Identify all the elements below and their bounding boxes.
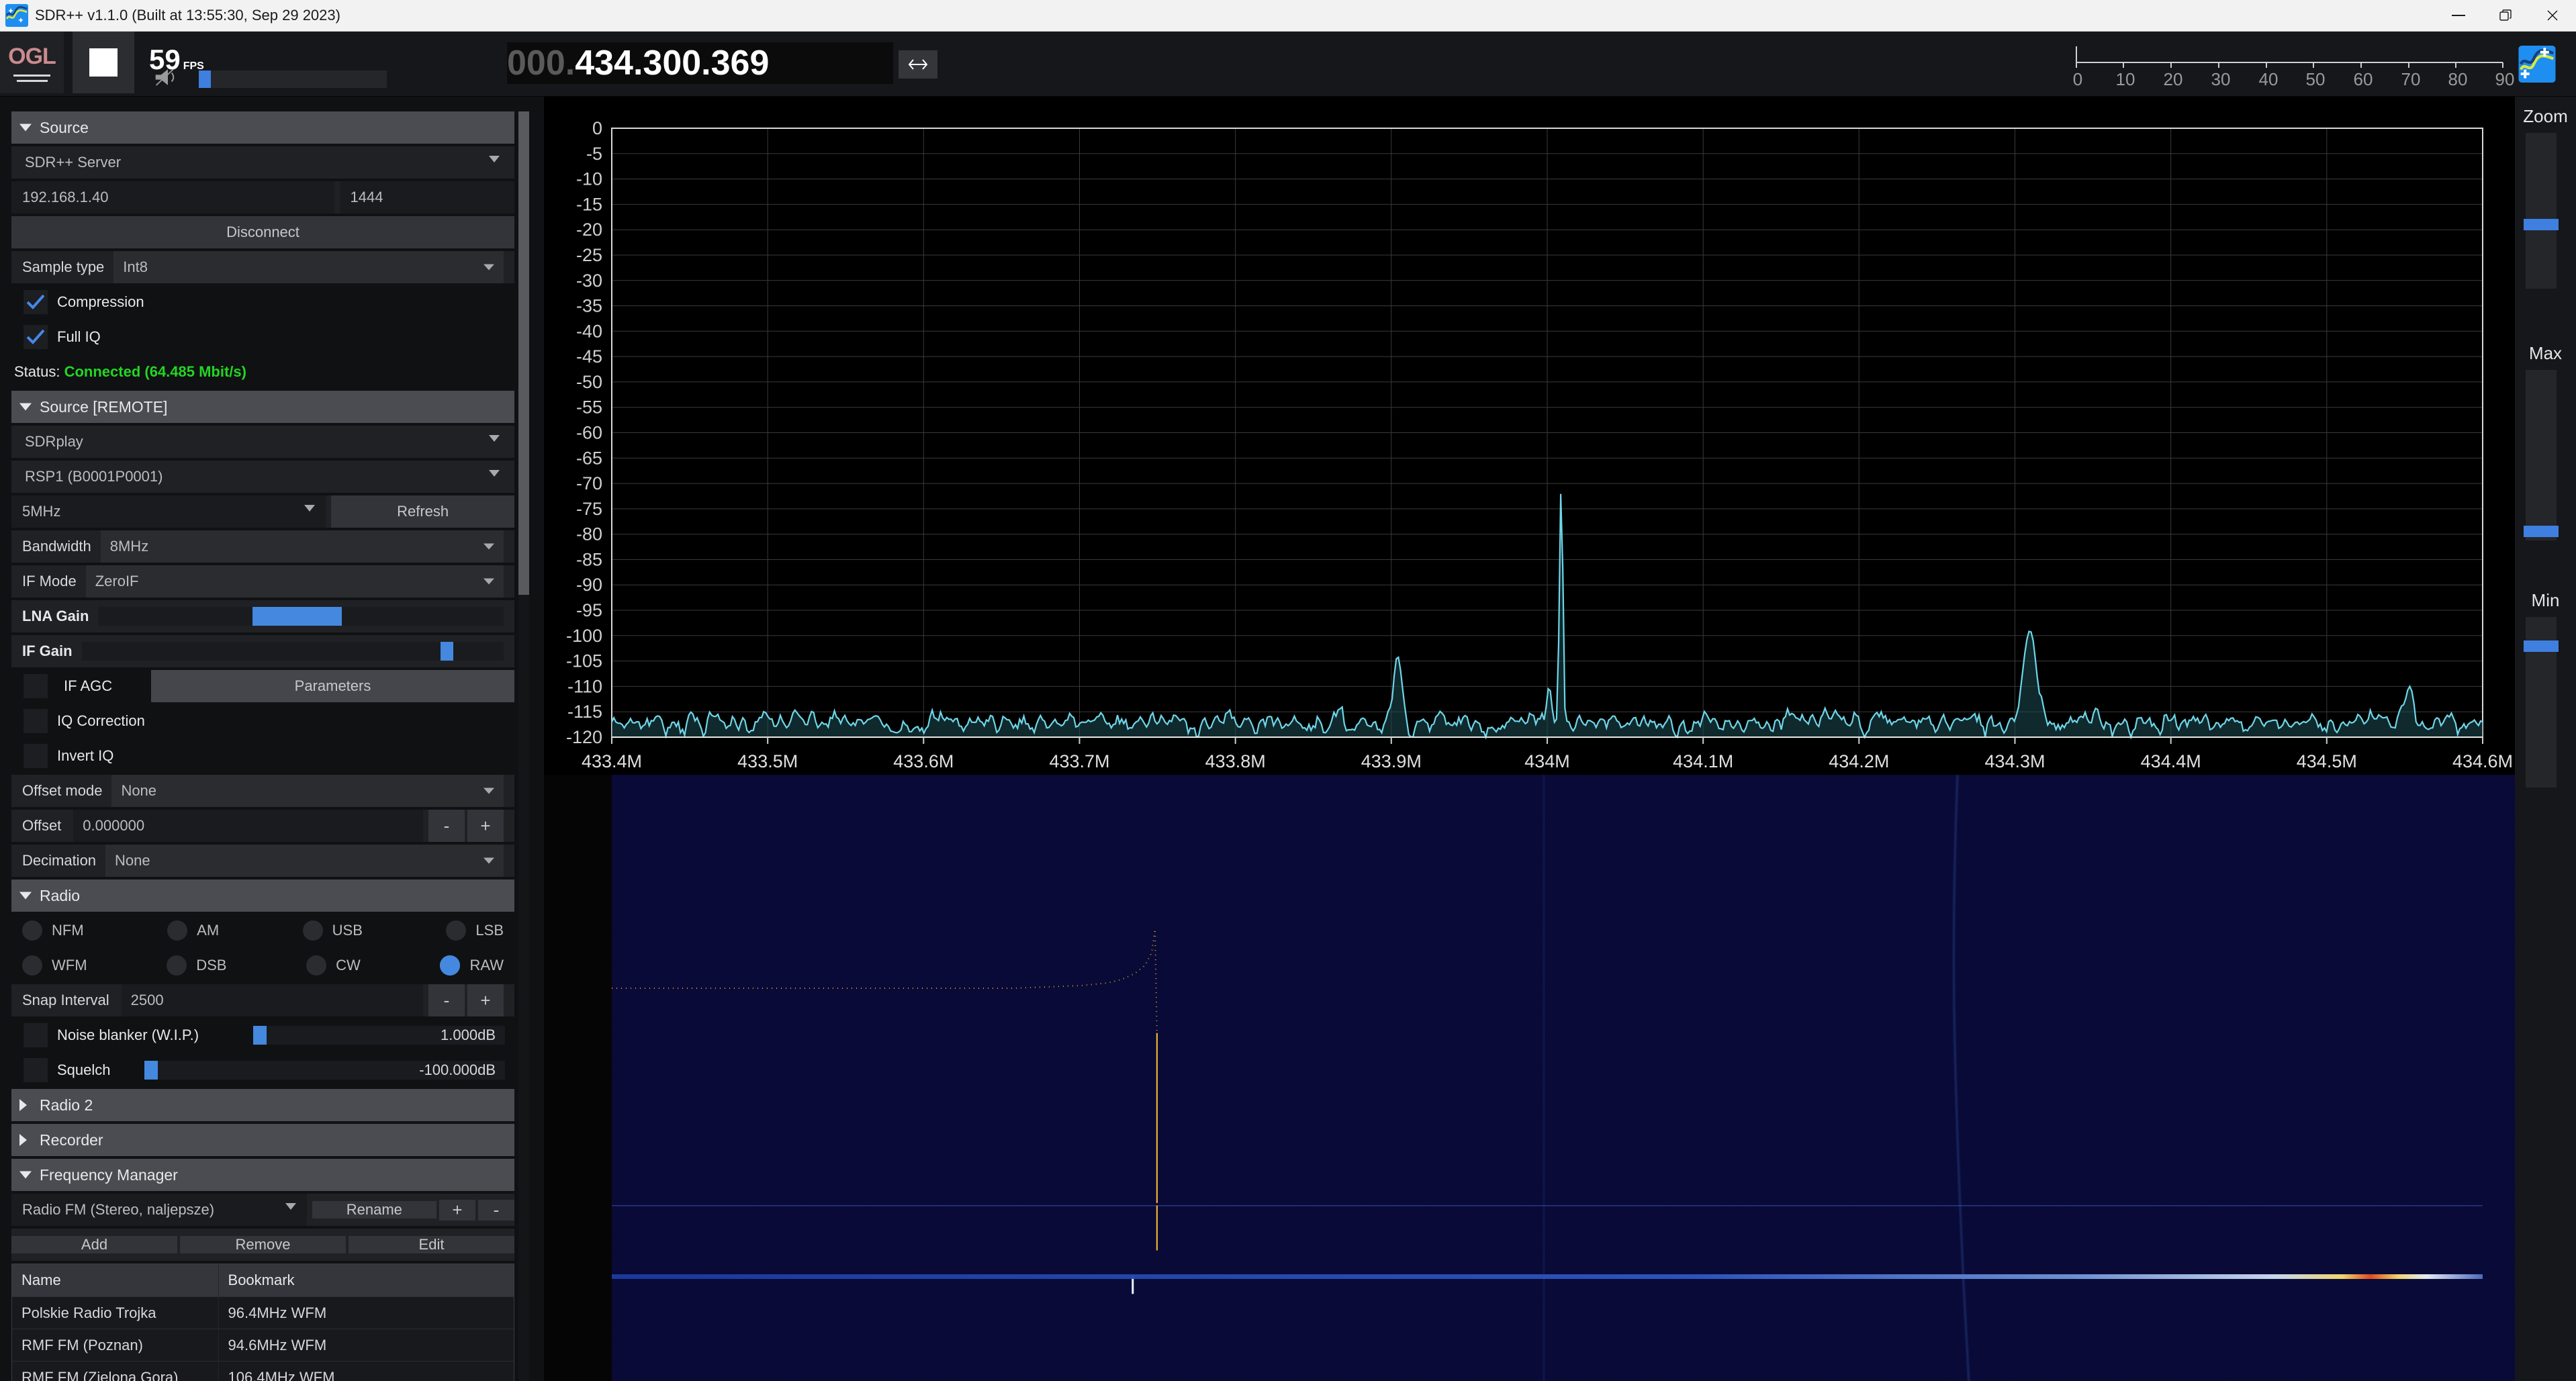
svg-text:434.2M: 434.2M [1829,751,1889,771]
svg-text:-25: -25 [576,245,602,265]
svg-text:30: 30 [2211,69,2231,89]
svg-text:433.6M: 433.6M [893,751,954,771]
svg-text:434.4M: 434.4M [2141,751,2201,771]
svg-text:-70: -70 [576,473,602,493]
svg-text:433.4M: 433.4M [582,751,642,771]
svg-text:-90: -90 [576,575,602,595]
svg-text:-30: -30 [576,271,602,291]
svg-text:-100: -100 [566,626,602,646]
svg-text:0: 0 [592,118,602,138]
svg-text:-35: -35 [576,296,602,316]
svg-text:-20: -20 [576,220,602,240]
svg-text:433.7M: 433.7M [1049,751,1109,771]
svg-text:433.8M: 433.8M [1205,751,1266,771]
svg-text:434.5M: 434.5M [2297,751,2357,771]
svg-text:60: 60 [2354,69,2373,89]
svg-text:-15: -15 [576,194,602,214]
svg-text:90: 90 [2495,69,2515,89]
svg-text:-85: -85 [576,550,602,570]
svg-text:70: 70 [2401,69,2421,89]
svg-text:433.9M: 433.9M [1361,751,1422,771]
svg-text:-50: -50 [576,372,602,392]
svg-text:-45: -45 [576,346,602,367]
svg-text:-105: -105 [566,651,602,671]
svg-text:-10: -10 [576,169,602,189]
svg-text:0: 0 [2073,69,2082,89]
svg-text:434M: 434M [1524,751,1570,771]
svg-text:434.3M: 434.3M [1984,751,2045,771]
svg-text:-80: -80 [576,524,602,544]
svg-text:-75: -75 [576,499,602,519]
svg-text:-5: -5 [586,144,602,164]
svg-text:-115: -115 [567,702,602,722]
svg-text:434.6M: 434.6M [2452,751,2513,771]
svg-text:40: 40 [2259,69,2279,89]
svg-text:-40: -40 [576,321,602,341]
svg-text:10: 10 [2116,69,2135,89]
svg-text:-120: -120 [566,727,602,747]
svg-text:-110: -110 [567,676,602,696]
svg-text:-60: -60 [576,423,602,443]
svg-text:50: 50 [2306,69,2326,89]
svg-text:20: 20 [2164,69,2183,89]
svg-text:80: 80 [2448,69,2468,89]
svg-text:-55: -55 [576,397,602,418]
svg-text:434.1M: 434.1M [1673,751,1733,771]
svg-text:-65: -65 [576,448,602,468]
svg-text:433.5M: 433.5M [737,751,798,771]
svg-text:-95: -95 [576,600,602,620]
